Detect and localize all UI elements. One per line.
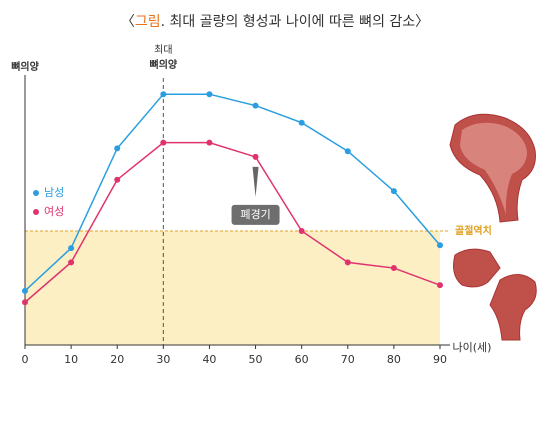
data-point [298, 119, 305, 126]
threshold-zone [25, 231, 440, 345]
menopause-label: 폐경기 [240, 208, 270, 221]
x-tick-label: 0 [22, 353, 29, 366]
x-tick-label: 10 [64, 353, 78, 366]
title-part: 그림 [135, 14, 161, 30]
legend-label: 남성 [44, 186, 64, 199]
bone-shape [489, 274, 537, 341]
x-tick-label: 90 [433, 353, 447, 366]
data-point [206, 139, 213, 146]
series-line [24, 141, 441, 303]
callout-box [231, 204, 280, 225]
data-point [160, 139, 167, 146]
x-tick-label: 20 [110, 353, 124, 366]
legend-marker [33, 190, 39, 196]
callout [252, 166, 259, 197]
bone-healthy [449, 113, 536, 223]
legend-label: 여성 [44, 205, 64, 218]
title-part: 〈 [121, 14, 135, 30]
chart-title: 〈그림. 최대 골량의 형성과 나이에 따른 뼈의 감소〉 [121, 14, 429, 30]
series-line [24, 93, 441, 292]
data-point [114, 176, 121, 183]
data-point [437, 242, 443, 249]
x-axis-label: 나이(세) [453, 341, 492, 354]
data-point [68, 259, 75, 266]
data-point [390, 265, 397, 272]
data-point [114, 145, 121, 152]
x-tick-label: 80 [387, 353, 401, 366]
data-point [344, 259, 351, 266]
y-axis-label: 뼈의양 [11, 60, 39, 73]
data-point [252, 153, 259, 160]
data-point [68, 245, 75, 252]
data-point [344, 148, 351, 155]
x-tick-label: 40 [202, 353, 216, 366]
x-tick-label: 60 [295, 353, 309, 366]
legend-marker [33, 209, 39, 215]
bone-texture [460, 122, 527, 215]
bone-fractured [453, 248, 537, 341]
data-point [22, 287, 28, 294]
data-point [437, 282, 443, 289]
x-tick-label: 30 [156, 353, 170, 366]
data-point [206, 91, 213, 98]
data-point [390, 188, 397, 195]
threshold-label: 골절역치 [455, 224, 492, 237]
data-point [298, 228, 305, 234]
x-tick-label: 50 [249, 353, 263, 366]
data-point [22, 299, 28, 306]
x-tick-label: 70 [341, 353, 355, 366]
peak-label: 뼈의양 [150, 58, 178, 71]
bone-shape [453, 248, 501, 288]
title-part: . 최대 골량의 형성과 나이에 따른 뼈의 감소〉 [161, 14, 430, 30]
data-point [160, 91, 167, 98]
peak-label: 최대 [154, 44, 172, 56]
data-point [252, 102, 259, 109]
